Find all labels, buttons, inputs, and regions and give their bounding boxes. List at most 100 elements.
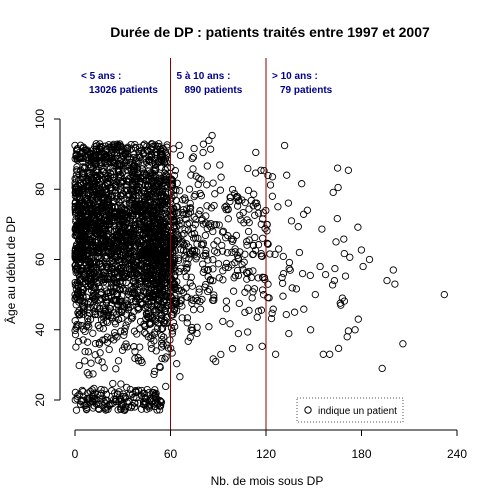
- data-point: [124, 317, 132, 325]
- data-point: [97, 220, 105, 229]
- data-point: [285, 258, 294, 267]
- data-point: [123, 186, 131, 194]
- data-point: [203, 162, 211, 170]
- data-point: [112, 244, 120, 253]
- data-point: [319, 350, 327, 358]
- data-point: [155, 402, 164, 410]
- data-point: [114, 218, 123, 226]
- data-point: [85, 371, 93, 379]
- data-point: [279, 252, 287, 261]
- data-point: [102, 317, 110, 325]
- data-point: [102, 299, 111, 307]
- data-point: [143, 190, 151, 198]
- data-point: [226, 197, 234, 206]
- data-point: [72, 231, 81, 239]
- data-point: [118, 178, 127, 187]
- data-point: [260, 166, 268, 175]
- data-point: [244, 164, 252, 173]
- data-point: [155, 203, 164, 211]
- data-point: [185, 185, 194, 193]
- data-point: [153, 179, 161, 187]
- data-point: [128, 256, 137, 264]
- data-point: [87, 359, 95, 367]
- annotation-range: > 10 ans :: [272, 71, 318, 82]
- data-point: [117, 380, 125, 388]
- legend-marker: [304, 406, 312, 414]
- data-point: [121, 393, 129, 401]
- data-point: [123, 297, 131, 305]
- data-point: [127, 165, 136, 174]
- data-point: [137, 228, 145, 236]
- data-point: [76, 259, 84, 267]
- data-point: [115, 388, 123, 396]
- data-point: [80, 163, 89, 172]
- data-point: [184, 337, 192, 345]
- data-point: [182, 265, 191, 273]
- data-point: [311, 290, 319, 299]
- data-point: [109, 142, 117, 150]
- data-point: [212, 357, 220, 366]
- data-point: [209, 256, 217, 264]
- data-point: [190, 144, 198, 153]
- data-point: [215, 274, 223, 282]
- data-point: [341, 272, 350, 280]
- data-point: [143, 310, 151, 319]
- data-point: [86, 163, 95, 172]
- data-point: [105, 141, 113, 149]
- x-axis-label: Nb. de mois sous DP: [211, 474, 324, 488]
- data-point: [78, 238, 86, 246]
- data-point: [160, 333, 168, 341]
- data-point: [74, 309, 82, 317]
- data-point: [106, 240, 114, 248]
- data-point: [294, 223, 302, 231]
- data-point: [82, 405, 91, 413]
- data-point: [126, 212, 135, 220]
- data-point: [131, 174, 139, 183]
- data-point: [86, 309, 94, 317]
- data-point: [164, 344, 173, 352]
- data-point: [77, 245, 85, 253]
- data-point: [92, 173, 100, 181]
- data-point: [120, 328, 129, 336]
- data-point: [197, 241, 206, 249]
- data-point: [333, 214, 341, 223]
- annotations: < 5 ans : 13026 patients 5 à 10 ans : 890 p…: [81, 71, 333, 96]
- data-point: [86, 199, 94, 207]
- x-axis-ticks: 0 60 120 180 240: [72, 430, 467, 461]
- data-point: [71, 396, 79, 404]
- y-tick-label: 80: [33, 182, 47, 196]
- data-point: [132, 154, 141, 162]
- data-point: [170, 273, 179, 281]
- data-point: [196, 305, 205, 313]
- data-point: [136, 229, 144, 237]
- data-point: [107, 164, 115, 172]
- data-point: [126, 228, 134, 237]
- data-point: [76, 400, 85, 408]
- data-point: [89, 283, 97, 292]
- data-point: [224, 206, 232, 214]
- data-point: [178, 302, 186, 310]
- data-point: [153, 275, 161, 284]
- data-point: [199, 140, 208, 148]
- data-point: [104, 204, 113, 212]
- data-point: [200, 251, 208, 260]
- data-point: [93, 302, 102, 311]
- data-point: [153, 324, 162, 333]
- data-point: [354, 223, 362, 231]
- data-point: [81, 327, 89, 336]
- data-point: [169, 278, 177, 286]
- data-point: [179, 288, 188, 297]
- data-point: [88, 180, 97, 188]
- data-point: [75, 310, 83, 319]
- data-point: [95, 260, 104, 269]
- data-point: [158, 251, 166, 259]
- data-point: [107, 311, 115, 320]
- data-point: [138, 292, 146, 301]
- data-point: [171, 322, 179, 331]
- data-point: [303, 206, 312, 214]
- data-point: [94, 404, 103, 413]
- data-point: [176, 151, 185, 160]
- data-point: [83, 394, 92, 402]
- data-point: [123, 232, 132, 240]
- data-point: [145, 404, 154, 412]
